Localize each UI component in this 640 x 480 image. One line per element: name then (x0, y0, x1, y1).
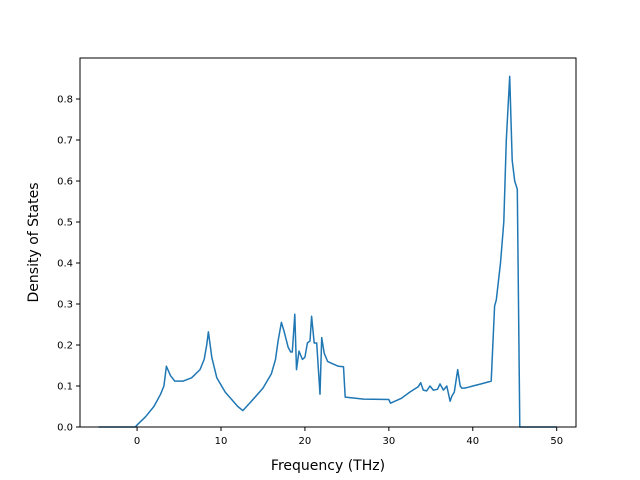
x-tick-label: 40 (466, 436, 479, 447)
x-tick-label: 10 (215, 436, 228, 447)
x-axis-ticks: 0 10 20 30 40 50 (134, 427, 563, 447)
y-tick-label: 0.1 (57, 382, 73, 393)
y-axis-label: Density of States (26, 183, 42, 303)
y-axis-ticks: 0.0 0.1 0.2 0.3 0.4 0.5 0.6 0.7 0.8 (57, 95, 80, 434)
x-tick-label: 50 (550, 436, 563, 447)
y-tick-label: 0.7 (57, 136, 73, 147)
y-tick-label: 0.4 (57, 259, 73, 270)
y-tick-label: 0.3 (57, 300, 73, 311)
y-tick-label: 0.8 (57, 95, 73, 106)
y-tick-label: 0.5 (57, 218, 73, 229)
y-tick-label: 0.6 (57, 177, 73, 188)
plot-frame (79, 57, 577, 428)
y-tick-label: 0.2 (57, 341, 73, 352)
x-tick-label: 0 (134, 436, 140, 447)
dos-series-line (98, 75, 557, 428)
x-tick-label: 20 (299, 436, 312, 447)
x-axis-label: Frequency (THz) (271, 458, 385, 474)
x-tick-label: 30 (382, 436, 395, 447)
y-tick-label: 0.0 (57, 423, 73, 434)
plot-lines (98, 75, 557, 428)
